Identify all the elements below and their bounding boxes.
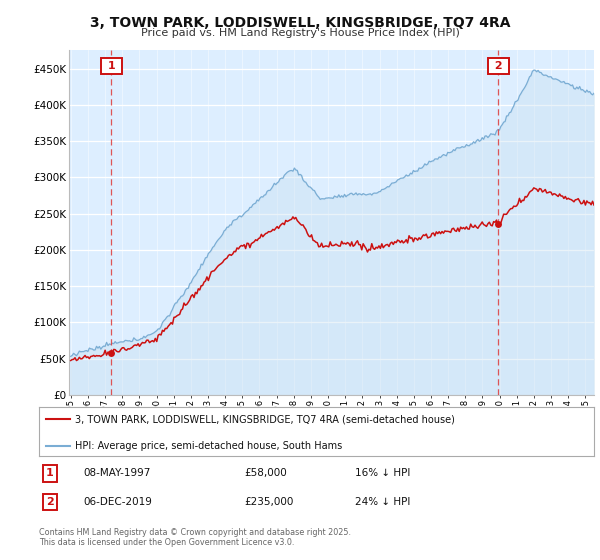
Text: £235,000: £235,000 — [244, 497, 294, 507]
Text: £58,000: £58,000 — [244, 468, 287, 478]
Text: 1: 1 — [46, 468, 53, 478]
Text: 16% ↓ HPI: 16% ↓ HPI — [355, 468, 411, 478]
Text: 3, TOWN PARK, LODDISWELL, KINGSBRIDGE, TQ7 4RA (semi-detached house): 3, TOWN PARK, LODDISWELL, KINGSBRIDGE, T… — [75, 414, 455, 424]
Text: Contains HM Land Registry data © Crown copyright and database right 2025.
This d: Contains HM Land Registry data © Crown c… — [39, 528, 351, 547]
Text: 1: 1 — [104, 61, 119, 71]
Text: 08-MAY-1997: 08-MAY-1997 — [83, 468, 151, 478]
Text: Price paid vs. HM Land Registry's House Price Index (HPI): Price paid vs. HM Land Registry's House … — [140, 28, 460, 38]
Text: HPI: Average price, semi-detached house, South Hams: HPI: Average price, semi-detached house,… — [75, 441, 343, 451]
Text: 24% ↓ HPI: 24% ↓ HPI — [355, 497, 411, 507]
Text: 06-DEC-2019: 06-DEC-2019 — [83, 497, 152, 507]
Text: 2: 2 — [491, 61, 506, 71]
Text: 2: 2 — [46, 497, 53, 507]
Text: 3, TOWN PARK, LODDISWELL, KINGSBRIDGE, TQ7 4RA: 3, TOWN PARK, LODDISWELL, KINGSBRIDGE, T… — [90, 16, 510, 30]
